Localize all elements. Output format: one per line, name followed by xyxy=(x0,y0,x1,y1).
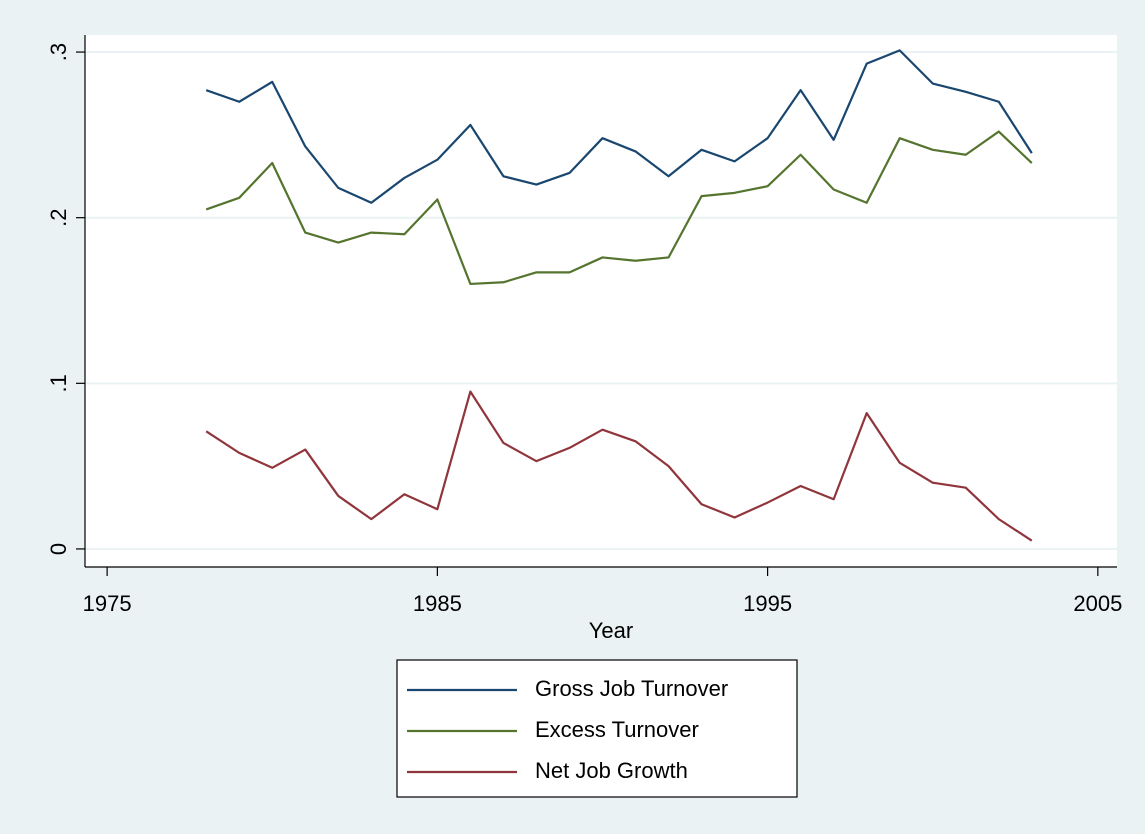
y-tick-label: .2 xyxy=(46,209,71,227)
y-tick-label: .1 xyxy=(46,374,71,392)
series-line xyxy=(205,390,1033,542)
series-line xyxy=(205,49,1033,204)
series-line xyxy=(205,130,1033,286)
legend-label: Excess Turnover xyxy=(535,717,699,742)
x-tick-label: 1975 xyxy=(83,591,132,616)
x-tick-label: 2005 xyxy=(1073,591,1122,616)
legend-label: Net Job Growth xyxy=(535,758,688,783)
legend-label: Gross Job Turnover xyxy=(535,676,728,701)
x-tick-label: 1995 xyxy=(743,591,792,616)
y-tick-label: .3 xyxy=(46,43,71,61)
x-axis-label: Year xyxy=(589,618,633,643)
x-tick-label: 1985 xyxy=(413,591,462,616)
y-tick-label: 0 xyxy=(46,543,71,555)
legend-box xyxy=(396,659,798,798)
plot-area xyxy=(85,35,1117,567)
